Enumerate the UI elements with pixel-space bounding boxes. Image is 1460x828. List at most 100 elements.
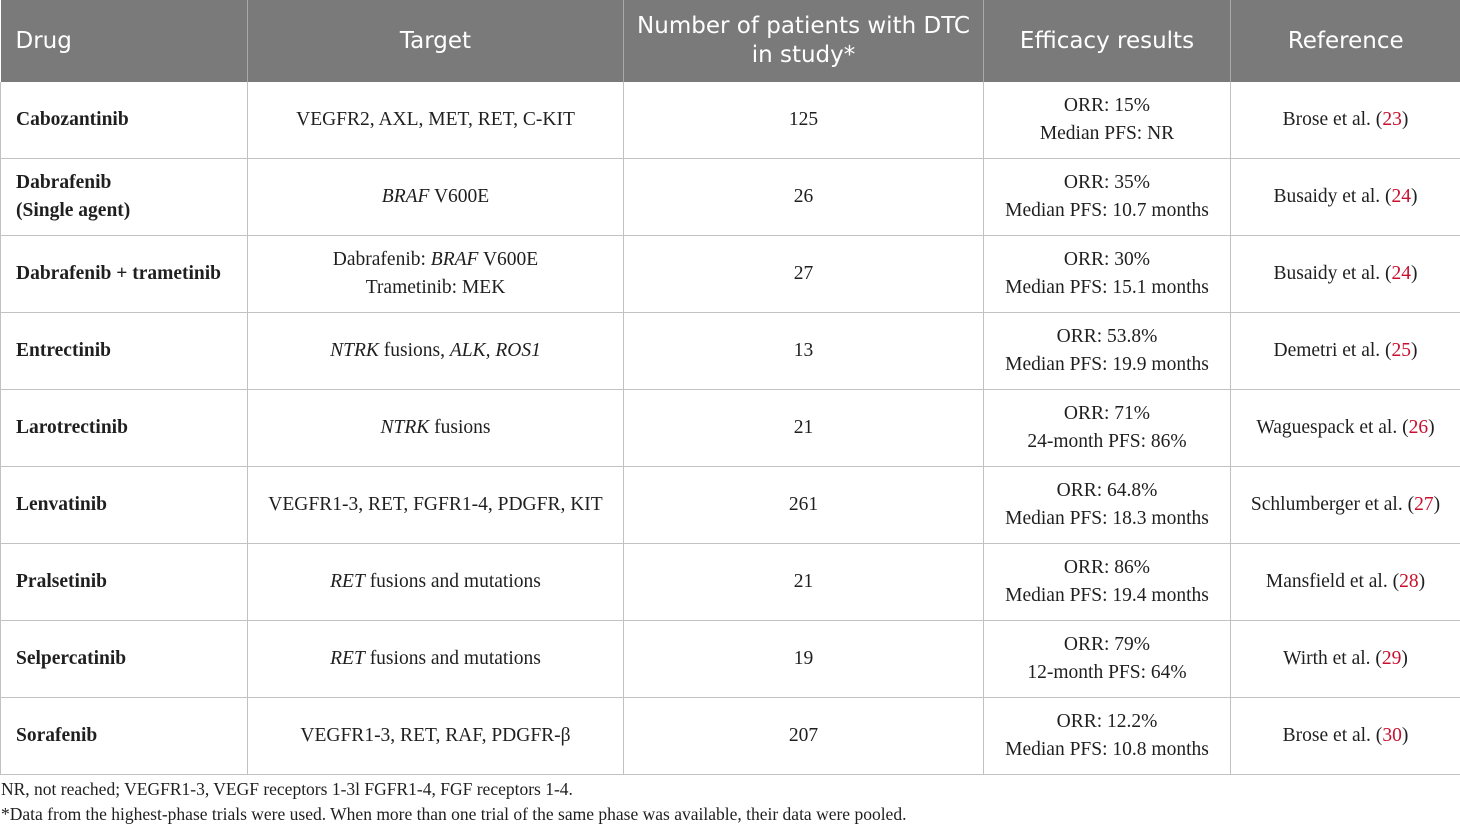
target-gene: RET: [330, 571, 365, 592]
efficacy-line: Median PFS: 10.7 months: [1005, 200, 1209, 221]
header-drug: Drug: [0, 0, 248, 82]
reference-author: Busaidy et al. (: [1273, 186, 1392, 207]
target-gene: NTRK: [330, 340, 379, 361]
reference-cell: Waguespack et al. (26): [1230, 389, 1460, 467]
target-line: RET fusions and mutations: [254, 645, 617, 673]
table-row: Cabozantinib VEGFR2, AXL, MET, RET, C-KIT…: [0, 82, 1460, 159]
patients-cell: 26: [623, 158, 984, 236]
header-efficacy: Efficacy results: [983, 0, 1231, 82]
efficacy-line: Median PFS: NR: [1039, 123, 1175, 144]
target-line: NTRK fusions, ALK, ROS1: [254, 337, 617, 365]
target-cell: BRAF V600E: [247, 158, 624, 236]
target-gene: ALK, ROS1: [449, 340, 541, 361]
reference-author: Busaidy et al. (: [1273, 263, 1392, 284]
target-line: RET fusions and mutations: [254, 568, 617, 596]
target-line: VEGFR1-3, RET, RAF, PDGFR-β: [254, 722, 617, 750]
drug-cell: Lenvatinib: [0, 466, 248, 544]
efficacy-cell: ORR: 35% Median PFS: 10.7 months: [983, 158, 1231, 236]
drug-name: Larotrectinib: [16, 417, 128, 438]
reference-cell: Busaidy et al. (24): [1230, 235, 1460, 313]
header-patients: Number of patients with DTC in study*: [623, 0, 984, 82]
drug-name: Dabrafenib: [16, 172, 112, 193]
target-line: BRAF V600E: [254, 183, 617, 211]
efficacy-cell: ORR: 79% 12-month PFS: 64%: [983, 620, 1231, 698]
reference-cell: Mansfield et al. (28): [1230, 543, 1460, 621]
reference-cell: Wirth et al. (29): [1230, 620, 1460, 698]
drug-cell: Cabozantinib: [0, 82, 248, 159]
patients-cell: 261: [623, 466, 984, 544]
reference-author: Brose et al. (: [1282, 109, 1383, 130]
reference-link[interactable]: 27: [1414, 494, 1434, 515]
patients-cell: 27: [623, 235, 984, 313]
efficacy-line: 24-month PFS: 86%: [1027, 431, 1187, 452]
drug-name: Pralsetinib: [16, 571, 107, 592]
header-target: Target: [247, 0, 624, 82]
target-text: VEGFR1-3, RET, FGFR1-4, PDGFR, KIT: [268, 494, 603, 515]
drug-cell: Pralsetinib: [0, 543, 248, 621]
target-text: V600E: [478, 249, 539, 270]
table-row: Entrectinib NTRK fusions, ALK, ROS1 13 ORR:…: [0, 312, 1460, 390]
table-row: Larotrectinib NTRK fusions 21 ORR: 71% 24-mo…: [0, 389, 1460, 467]
target-gene: RET: [330, 648, 365, 669]
drug-cell: Entrectinib: [0, 312, 248, 390]
patients-cell: 207: [623, 697, 984, 775]
reference-cell: Busaidy et al. (24): [1230, 158, 1460, 236]
drug-name: Dabrafenib + trametinib: [16, 263, 222, 284]
reference-close: ): [1418, 571, 1426, 592]
efficacy-line: ORR: 35%: [1063, 172, 1151, 193]
reference-link[interactable]: 23: [1382, 109, 1402, 130]
drug-name: Selpercatinib: [16, 648, 127, 669]
reference-author: Wirth et al. (: [1283, 648, 1382, 669]
efficacy-line: Median PFS: 15.1 months: [1005, 277, 1209, 298]
target-text: fusions: [429, 417, 491, 438]
drug-name: Entrectinib: [16, 340, 111, 361]
target-text: fusions and mutations: [364, 571, 541, 592]
reference-author: Schlumberger et al. (: [1250, 494, 1415, 515]
drug-cell: Sorafenib: [0, 697, 248, 775]
table-row: Dabrafenib (Single agent) BRAF V600E 26 ORR:…: [0, 158, 1460, 236]
target-line: NTRK fusions: [254, 414, 617, 442]
drug-name: Lenvatinib: [16, 494, 108, 515]
reference-link[interactable]: 26: [1408, 417, 1429, 438]
target-text: VEGFR2, AXL, MET, RET, C-KIT: [296, 109, 575, 130]
efficacy-line: ORR: 30%: [1063, 249, 1151, 270]
target-line: Dabrafenib: BRAF V600E: [254, 246, 617, 274]
reference-close: ): [1401, 725, 1409, 746]
drug-efficacy-table: Drug Target Number of patients with DTC …: [0, 0, 1460, 775]
target-line: VEGFR2, AXL, MET, RET, C-KIT: [254, 106, 617, 134]
drug-name: (Single agent): [16, 200, 131, 221]
reference-close: ): [1401, 109, 1409, 130]
reference-link[interactable]: 24: [1391, 263, 1412, 284]
table-row: Selpercatinib RET fusions and mutations 19…: [0, 620, 1460, 698]
target-text: fusions and mutations: [364, 648, 541, 669]
target-line: VEGFR1-3, RET, FGFR1-4, PDGFR, KIT: [254, 491, 617, 519]
target-line: Trametinib: MEK: [254, 274, 617, 302]
efficacy-line: ORR: 64.8%: [1056, 480, 1158, 501]
patients-cell: 19: [623, 620, 984, 698]
target-cell: VEGFR1-3, RET, RAF, PDGFR-β: [247, 697, 624, 775]
drug-cell: Dabrafenib (Single agent): [0, 158, 248, 236]
reference-author: Mansfield et al. (: [1265, 571, 1400, 592]
efficacy-line: Median PFS: 18.3 months: [1005, 508, 1209, 529]
reference-close: ): [1433, 494, 1441, 515]
reference-link[interactable]: 25: [1391, 340, 1412, 361]
efficacy-cell: ORR: 64.8% Median PFS: 18.3 months: [983, 466, 1231, 544]
footnote-abbreviations: NR, not reached; VEGFR1-3, VEGF receptor…: [1, 779, 573, 799]
patients-cell: 21: [623, 389, 984, 467]
table-row: Lenvatinib VEGFR1-3, RET, FGFR1-4, PDGFR,…: [0, 466, 1460, 544]
reference-author: Brose et al. (: [1282, 725, 1383, 746]
reference-link[interactable]: 28: [1399, 571, 1419, 592]
efficacy-line: ORR: 79%: [1063, 634, 1151, 655]
target-cell: VEGFR2, AXL, MET, RET, C-KIT: [247, 82, 624, 159]
table-row: Sorafenib VEGFR1-3, RET, RAF, PDGFR-β 207 O…: [0, 697, 1460, 775]
target-cell: NTRK fusions: [247, 389, 624, 467]
efficacy-cell: ORR: 15% Median PFS: NR: [983, 82, 1231, 159]
reference-link[interactable]: 29: [1381, 648, 1402, 669]
footnotes: NR, not reached; VEGFR1-3, VEGF receptor…: [1, 777, 1451, 827]
patients-cell: 125: [623, 82, 984, 159]
reference-link[interactable]: 30: [1382, 725, 1402, 746]
target-text: Trametinib: MEK: [365, 277, 506, 298]
drug-cell: Dabrafenib + trametinib: [0, 235, 248, 313]
reference-link[interactable]: 24: [1391, 186, 1412, 207]
efficacy-cell: ORR: 12.2% Median PFS: 10.8 months: [983, 697, 1231, 775]
